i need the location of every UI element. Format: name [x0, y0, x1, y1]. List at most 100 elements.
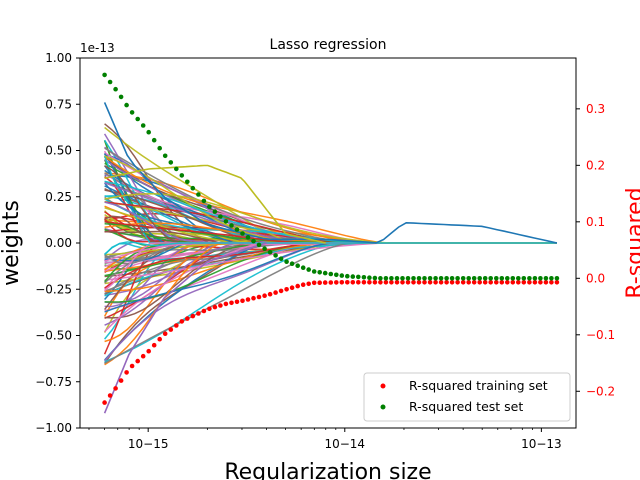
r-squared-point [494, 276, 499, 281]
r-squared-point [311, 269, 317, 274]
left-tick-label: 1.00 [45, 51, 72, 65]
r-squared-point [240, 231, 245, 236]
r-squared-point [234, 227, 240, 232]
r-squared-point [251, 295, 256, 301]
r-squared-point [383, 280, 389, 285]
r-squared-point [471, 280, 477, 285]
r-squared-point [499, 276, 505, 281]
r-squared-point [207, 204, 212, 209]
r-squared-point [455, 276, 460, 281]
r-squared-point [449, 276, 455, 281]
r-squared-point [505, 276, 510, 281]
r-squared-point [499, 280, 505, 285]
r-squared-point [510, 276, 516, 281]
x-axis-ticks: 10−15 10−14 10−13 [88, 428, 562, 451]
legend-marker-training [380, 383, 386, 389]
r-squared-point [389, 276, 394, 281]
r-squared-point [516, 276, 521, 281]
r-squared-point [162, 153, 168, 159]
r-squared-point [174, 323, 179, 328]
r-squared-point [322, 270, 328, 276]
r-squared-point [135, 358, 140, 364]
r-squared-point [532, 276, 538, 281]
r-squared-point [510, 280, 516, 285]
r-squared-point [157, 145, 162, 151]
r-squared-point [278, 256, 284, 262]
r-squared-point [151, 342, 157, 348]
r-squared-point [317, 280, 323, 286]
r-squared-point [262, 293, 267, 299]
r-squared-point [185, 179, 190, 185]
r-squared-point [400, 280, 405, 285]
r-squared-point [466, 280, 472, 285]
r-squared-point [372, 275, 378, 281]
r-squared-point [427, 280, 433, 285]
r-squared-point [278, 288, 284, 294]
series-test [102, 72, 560, 281]
r-squared-point [135, 116, 140, 122]
r-squared-point [433, 276, 438, 281]
left-tick-label: 0.50 [45, 144, 72, 158]
legend-label-training: R-squared training set [409, 378, 548, 393]
r-squared-point [477, 276, 483, 281]
r-squared-point [460, 276, 466, 281]
r-squared-point [284, 259, 289, 265]
r-squared-point [416, 276, 422, 281]
r-squared-point [168, 160, 174, 165]
r-squared-point [179, 173, 185, 178]
r-squared-point [113, 386, 118, 391]
weight-paths [103, 102, 558, 414]
r-squared-point [339, 273, 345, 278]
r-squared-point [267, 249, 273, 255]
r-squared-point [460, 280, 466, 285]
r-squared-point [207, 306, 212, 312]
r-squared-point [256, 294, 262, 300]
r-squared-point [179, 319, 185, 324]
r-squared-point [422, 280, 427, 285]
r-squared-point [289, 285, 295, 291]
legend-marker-test [380, 404, 386, 410]
r-squared-point [102, 72, 107, 78]
r-squared-point [328, 280, 334, 285]
r-squared-point [444, 280, 449, 285]
left-tick-label: 0.75 [45, 97, 72, 111]
r-squared-point [505, 280, 510, 285]
r-squared-point [151, 137, 157, 143]
r-squared-point [356, 280, 361, 285]
r-squared-point [449, 280, 455, 285]
r-squared-point [471, 276, 477, 281]
r-squared-point [322, 280, 328, 285]
r-squared-point [521, 276, 527, 281]
r-squared-point [245, 297, 251, 302]
r-squared-point [190, 313, 196, 319]
r-squared-point [345, 280, 350, 285]
r-squared-point [306, 281, 312, 287]
r-squared-point [383, 276, 389, 281]
r-squared-point [543, 276, 549, 281]
legend-label-test: R-squared test set [409, 399, 523, 414]
r-squared-point [273, 290, 278, 295]
r-squared-point [422, 276, 427, 281]
r-squared-point [223, 219, 229, 224]
r-squared-point [367, 280, 372, 285]
r-squared-point [229, 300, 234, 306]
x-tick-label: 10−14 [324, 437, 365, 451]
r-squared-point [356, 274, 361, 280]
r-squared-point [372, 280, 378, 285]
r-squared-point [350, 274, 356, 279]
series-training [102, 280, 560, 405]
right-tick-label: 0.3 [586, 102, 605, 116]
r-squared-point [433, 280, 438, 285]
r-squared-point [411, 280, 416, 285]
r-squared-point [411, 276, 416, 281]
r-squared-point [405, 276, 411, 281]
right-tick-label: 0.1 [586, 215, 605, 229]
right-tick-label: −0.2 [586, 384, 615, 398]
r-squared-point [350, 280, 356, 285]
r-squared-point [129, 110, 135, 115]
r-squared-point [400, 276, 405, 281]
r-squared-point [234, 299, 240, 305]
r-squared-point [218, 303, 223, 308]
r-squared-point [102, 400, 107, 405]
r-squared-point [416, 280, 422, 285]
